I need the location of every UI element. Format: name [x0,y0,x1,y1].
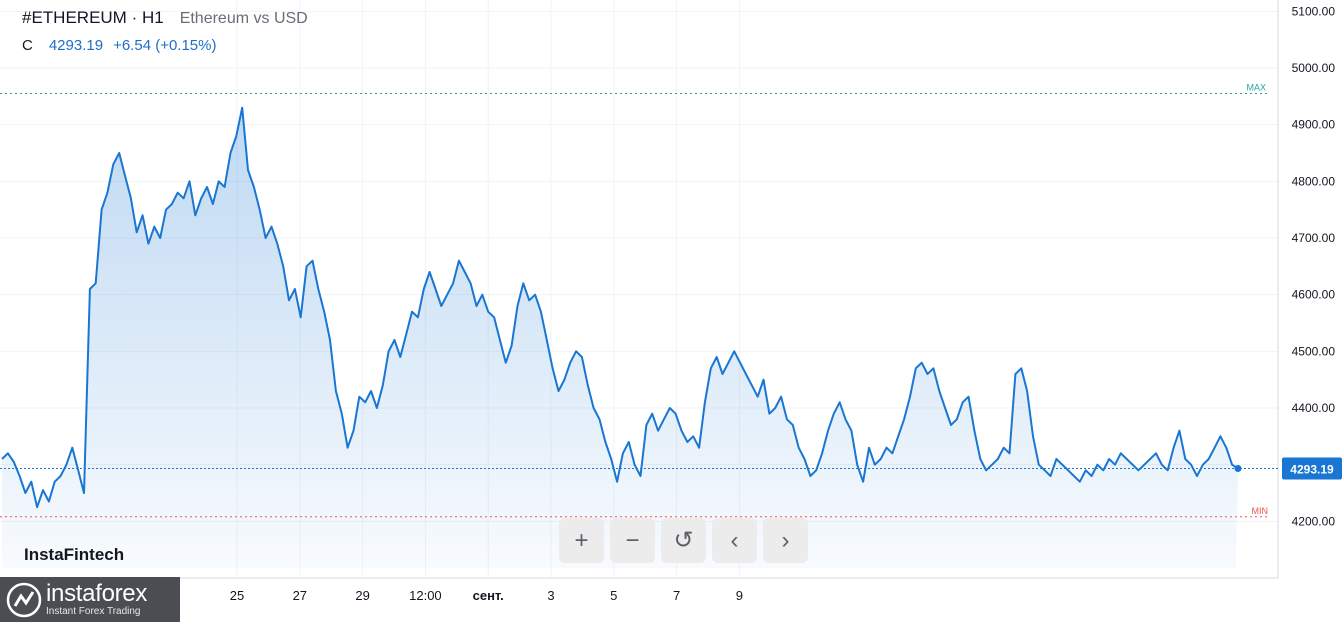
chart-header: #ETHEREUM · H1 Ethereum vs USD C 4293.19… [22,8,308,54]
axes: 5100.00 5000.00 4900.00 4800.00 4700.00 4600.… [0,0,1342,603]
y-tick-label: 4600.00 [1292,288,1336,302]
instafintech-watermark: InstaFintech [24,545,125,564]
symbol-title: #ETHEREUM · H1 [22,8,164,27]
x-tick-label: 3 [547,588,554,603]
zoom-in-button[interactable]: + [559,518,604,563]
symbol-description: Ethereum vs USD [179,10,308,27]
price-line [1,106,1239,509]
y-tick-label: 4400.00 [1292,401,1336,415]
y-tick-label: 4700.00 [1292,231,1336,245]
logo-tagline: Instant Forex Trading [46,606,141,617]
x-tick-label: 7 [673,588,680,603]
last-price-badge [1282,457,1342,480]
instaforex-logo: instaforex Instant Forex Trading [0,577,180,622]
scroll-right-button[interactable]: › [763,518,808,563]
reset-button[interactable]: ↺ [661,518,706,563]
instaforex-logo-icon [6,582,42,618]
area-fill [2,107,1238,568]
logo-name: instaforex [46,580,148,607]
y-tick-label: 4200.00 [1292,514,1336,528]
x-tick-label: 9 [736,588,743,603]
x-tick-label: сент. [473,588,504,603]
y-tick-label: 4500.00 [1292,344,1336,358]
x-tick-label: 25 [230,588,244,603]
last-price-label: 4293.19 [1290,463,1334,477]
y-tick-label: 5100.00 [1292,4,1336,18]
x-tick-label: 5 [610,588,617,603]
y-tick-label: 5000.00 [1292,61,1336,75]
chart-area [1,106,1239,568]
chart-controls: + − ↺ ‹ › [559,518,808,563]
x-tick-label: 27 [293,588,307,603]
x-tick-label: 29 [355,588,369,603]
zoom-out-button[interactable]: − [610,518,655,563]
last-price-dot [1234,465,1242,473]
close-label: C [22,37,33,54]
y-tick-label: 4800.00 [1292,174,1336,188]
y-tick-label: 4900.00 [1292,118,1336,132]
min-label: MIN [1252,506,1269,516]
scroll-left-button[interactable]: ‹ [712,518,757,563]
price-change: +6.54 (+0.15%) [113,37,217,54]
close-value: 4293.19 [48,37,104,54]
max-label: MAX [1246,83,1266,93]
x-tick-label: 12:00 [409,588,442,603]
